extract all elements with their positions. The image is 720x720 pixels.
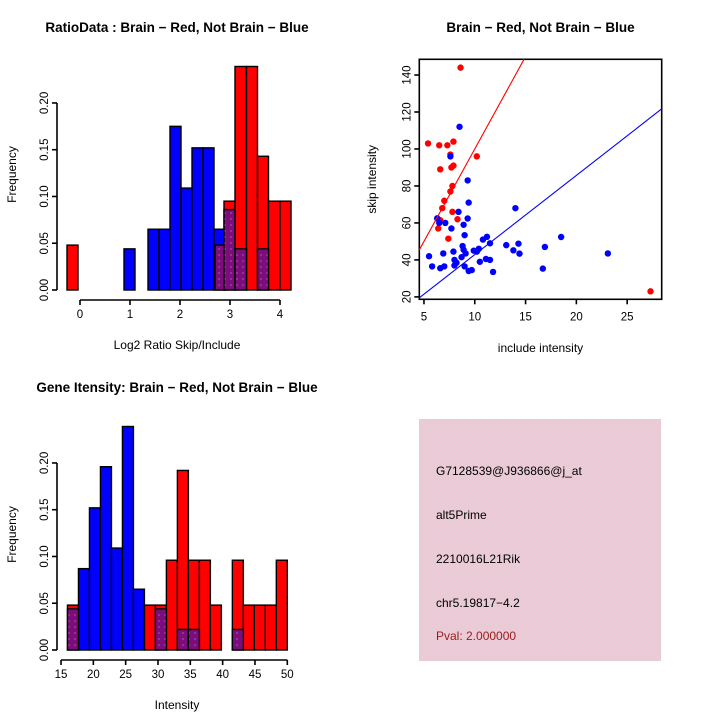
y-tick-label: 0.05: [39, 232, 51, 254]
x-axis-title: Intensity: [155, 698, 200, 712]
x-tick-label: 20: [570, 311, 583, 323]
bars-overlap-purple: [214, 208, 270, 291]
points-brain-red: [424, 64, 654, 295]
x-tick-label: 25: [621, 311, 634, 323]
y-tick-label: 0.00: [39, 279, 51, 301]
x-axis: 15 20 25 30 35 40 45 50: [55, 659, 294, 681]
x-tick-label: 5: [421, 311, 427, 323]
x-tick-label: 4: [277, 309, 284, 321]
y-tick-label: 0.15: [39, 499, 51, 521]
x-tick-label: 0: [77, 309, 83, 321]
x-axis-title: Log2 Ratio Skip/Include: [114, 338, 241, 352]
chart-title: Gene Itensity: Brain − Red, Not Brain − …: [36, 380, 318, 395]
x-tick-label: 35: [184, 669, 197, 681]
y-tick-label: 0.00: [39, 639, 51, 661]
pval-text: Pval: 2.000000: [436, 629, 517, 643]
plot-box: [418, 58, 663, 301]
x-tick-label: 2: [177, 309, 183, 321]
x-tick-label: 3: [227, 309, 233, 321]
x-tick-label: 20: [87, 669, 100, 681]
gene-name-text: 2210016L21Rik: [436, 552, 521, 566]
gene-histogram-panel: 15 20 25 30 35 40 45 50 0.00 0.05 0.10 0.15 0.20 Inte…: [5, 380, 318, 712]
y-tick-label: 0.15: [39, 139, 51, 161]
x-tick-label: 10: [468, 311, 481, 323]
y-axis-title: Frequency: [5, 506, 19, 563]
intensity-scatter-panel: 5 10 15 20 25 20 40 60 80 100 120 140 include intens…: [365, 20, 663, 355]
notbrain-fit-line: [418, 108, 663, 299]
x-tick-label: 15: [55, 669, 68, 681]
chart-title: RatioData : Brain − Red, Not Brain − Blu…: [45, 20, 309, 35]
x-tick-label: 1: [127, 309, 133, 321]
x-tick-label: 40: [216, 669, 229, 681]
info-box: G7128539@J936866@j_at alt5Prime 2210016L…: [419, 419, 661, 661]
x-tick-label: 45: [249, 669, 262, 681]
y-tick-label: 140: [401, 65, 413, 84]
x-axis-title: include intensity: [498, 341, 583, 355]
x-tick-label: 25: [119, 669, 132, 681]
points-notbrain-blue: [425, 123, 612, 276]
y-tick-label: 0.10: [39, 185, 51, 207]
bars-notbrain-blue: [77, 425, 146, 651]
probe-id-text: G7128539@J936866@j_at: [436, 464, 582, 478]
x-tick-label: 50: [281, 669, 294, 681]
y-axis: 0.00 0.05 0.10 0.15 0.20: [39, 452, 58, 661]
y-tick-label: 0.20: [39, 452, 51, 474]
y-axis: 20 40 60 80 100 120 140: [401, 65, 420, 303]
y-axis-title: Frequency: [5, 146, 19, 203]
y-axis-title: skip intensity: [365, 145, 379, 214]
y-tick-label: 0.20: [39, 92, 51, 114]
bars-overlap-purple: [66, 608, 245, 651]
x-axis: 5 10 15 20 25: [421, 299, 634, 323]
y-tick-label: 40: [401, 254, 413, 267]
y-tick-label: 120: [401, 102, 413, 121]
x-axis: 0 1 2 3 4: [77, 299, 284, 321]
y-tick-label: 100: [401, 139, 413, 158]
chromosome-location-text: chr5.19817−4.2: [436, 596, 520, 610]
y-axis: 0.00 0.05 0.10 0.15 0.20: [39, 92, 58, 301]
y-tick-label: 60: [401, 217, 413, 230]
ratio-histogram-panel: 0 1 2 3 4 0.00 0.05 0.10 0.15 0.20 Log2 Ratio Skip…: [5, 20, 309, 352]
y-tick-label: 80: [401, 180, 413, 193]
brain-fit-line: [418, 59, 525, 251]
chart-title: Brain − Red, Not Brain − Blue: [446, 20, 635, 35]
x-tick-label: 15: [519, 311, 532, 323]
splice-type-text: alt5Prime: [436, 508, 487, 522]
x-tick-label: 30: [152, 669, 165, 681]
y-tick-label: 20: [401, 290, 413, 303]
bars-notbrain-blue: [123, 125, 226, 291]
y-tick-label: 0.10: [39, 545, 51, 567]
y-tick-label: 0.05: [39, 592, 51, 614]
